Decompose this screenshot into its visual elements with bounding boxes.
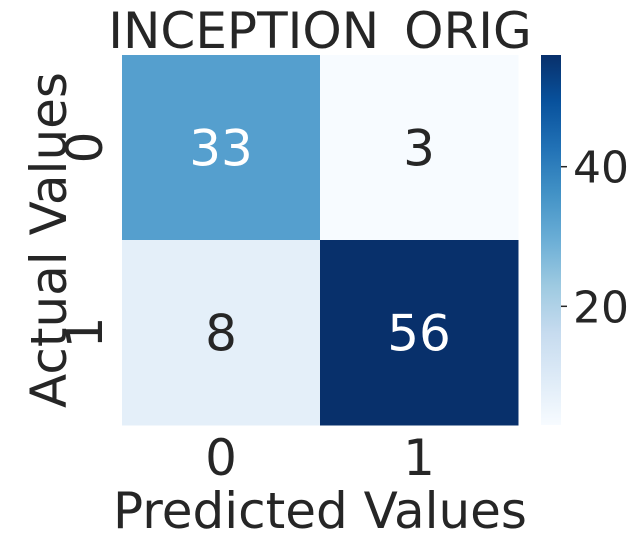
chart-title: INCEPTION_ORIG xyxy=(108,2,531,60)
x-tick-label: 0 xyxy=(205,429,237,487)
y-axis-label: Actual Values xyxy=(20,72,78,408)
heatmap-cell xyxy=(320,55,519,241)
cell-value-label: 56 xyxy=(387,305,451,363)
cell-value-label: 33 xyxy=(189,120,253,178)
heatmap-cell xyxy=(122,55,321,241)
x-axis-label: Predicted Values xyxy=(113,482,527,540)
y-tick-label: 0 xyxy=(56,132,114,164)
heatmap-cell xyxy=(122,240,321,426)
x-tick-label: 1 xyxy=(403,429,435,487)
heatmap-cell xyxy=(320,240,519,426)
y-tick-label: 1 xyxy=(56,317,114,349)
heatmap-cell-labels: 33 38 56 xyxy=(189,120,451,363)
colorbar-tick-label: 40 xyxy=(573,143,629,194)
y-axis-ticks: 01 xyxy=(56,132,114,349)
cell-value-label: 8 xyxy=(205,305,237,363)
cell-value-label: 3 xyxy=(403,120,435,178)
colorbar-tick-label: 20 xyxy=(573,282,629,333)
heatmap-cells xyxy=(122,55,519,426)
colorbar xyxy=(541,55,561,425)
